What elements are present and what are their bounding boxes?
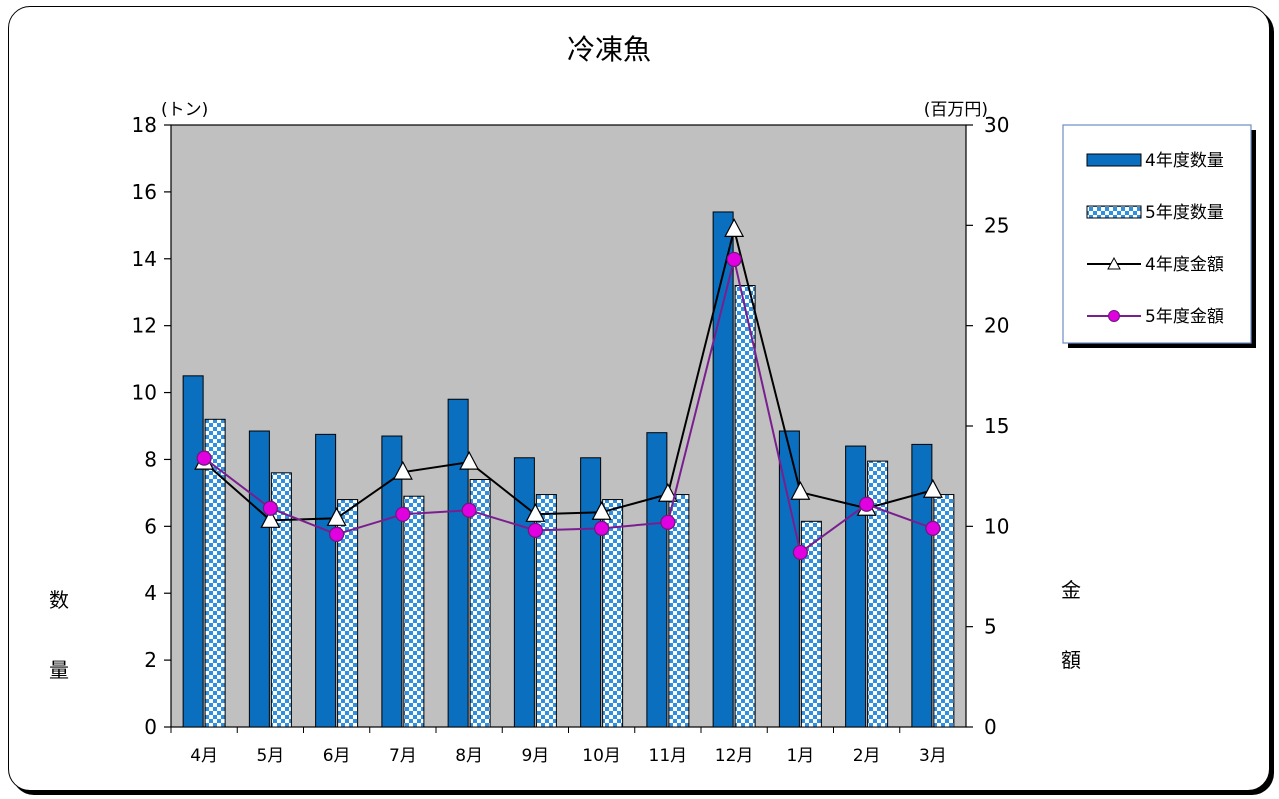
bar-5年度数量 <box>734 285 756 728</box>
bar-4年度数量 <box>513 457 535 728</box>
marker-4年度金額 <box>392 460 413 480</box>
y-left-tick-label: 4 <box>144 581 157 605</box>
marker-5年度金額 <box>792 544 808 561</box>
x-tick-label: 8月 <box>455 746 483 766</box>
legend-label-5年度金額: 5年度金額 <box>1145 307 1224 327</box>
legend-marker-4年度金額 <box>1107 256 1121 270</box>
bar-5年度数量 <box>469 479 491 728</box>
legend-label-5年度数量: 5年度数量 <box>1145 203 1224 223</box>
bar-4年度数量 <box>911 443 933 728</box>
chart-frame: 冷凍魚 0 2 4 6 8 10 12 14 16 18 0 5 10 15 20 25 30 (トン) (百万円)… <box>8 6 1270 791</box>
y-left-tick-label: 6 <box>144 514 157 538</box>
marker-4年度金額 <box>657 482 678 502</box>
x-tick-label: 4月 <box>190 746 218 766</box>
y-left-tick-label: 8 <box>144 447 157 471</box>
chart-svg: 冷凍魚 0 2 4 6 8 10 12 14 16 18 0 5 10 15 20 25 30 (トン) (百万円)… <box>49 33 1256 766</box>
bar-4年度数量 <box>712 211 734 728</box>
legend-swatch-5年度数量 <box>1086 205 1142 219</box>
y-left-tick-label: 0 <box>144 715 157 739</box>
plot-background <box>170 124 967 728</box>
marker-4年度金額 <box>260 509 281 528</box>
y-left-tick-label: 16 <box>132 180 157 204</box>
x-tick-label: 6月 <box>323 746 351 766</box>
y-right-tick-label: 10 <box>984 514 1009 538</box>
bar-5年度数量 <box>867 460 889 728</box>
legend-label-4年度数量: 4年度数量 <box>1145 151 1224 171</box>
legend-swatch-4年度数量 <box>1086 153 1142 167</box>
bar-4年度数量 <box>182 375 204 728</box>
bar-4年度数量 <box>778 430 800 728</box>
marker-5年度金額 <box>594 520 610 536</box>
x-tick-label: 11月 <box>649 746 688 766</box>
y-left-tick-label: 14 <box>132 247 157 271</box>
bar-4年度数量 <box>248 430 270 728</box>
bar-4年度数量 <box>447 398 469 728</box>
bar-4年度数量 <box>845 445 867 728</box>
marker-5年度金額 <box>262 500 278 516</box>
x-tick-label: 7月 <box>389 746 417 766</box>
marker-5年度金額 <box>660 514 676 530</box>
y-left-tick-label: 10 <box>132 381 157 405</box>
bar-4年度数量 <box>580 457 602 728</box>
plot-area: 0 2 4 6 8 10 12 14 16 18 0 5 10 15 20 25 30 (トン) (百万円) 数量 金額… <box>49 100 1081 766</box>
x-tick-label: 5月 <box>256 746 284 766</box>
bar-4年度数量 <box>646 432 668 728</box>
bar-5年度数量 <box>535 494 557 728</box>
marker-5年度金額 <box>329 526 345 542</box>
y-right-tick-label: 20 <box>984 314 1009 338</box>
marker-4年度金額 <box>724 218 745 237</box>
y-right-tick-label: 0 <box>984 715 997 739</box>
x-tick-label: 10月 <box>582 746 621 766</box>
bar-5年度数量 <box>204 418 226 728</box>
y-right-tick-label: 5 <box>984 615 997 639</box>
y-left-tick-label: 2 <box>144 648 157 672</box>
y-right-tick-label: 30 <box>984 113 1009 137</box>
marker-4年度金額 <box>922 478 943 498</box>
marker-5年度金額 <box>461 502 477 518</box>
y-right-axis-label: 金 <box>1061 578 1081 602</box>
bar-5年度数量 <box>933 494 955 728</box>
line-4年度金額 <box>203 229 934 522</box>
x-tick-label: 9月 <box>521 746 549 766</box>
line-5年度金額 <box>203 259 934 555</box>
bar-4年度数量 <box>381 435 403 728</box>
legend: 4年度数量 5年度数量 4年度金額 5年度金額 <box>1062 124 1256 348</box>
bar-5年度数量 <box>800 520 822 728</box>
y-left-unit: (トン) <box>161 100 208 120</box>
y-left-tick-label: 18 <box>132 113 157 137</box>
x-tick-label: 1月 <box>786 746 814 766</box>
marker-4年度金額 <box>525 503 546 522</box>
y-right-tick-label: 15 <box>984 414 1009 438</box>
marker-4年度金額 <box>459 450 480 470</box>
marker-4年度金額 <box>790 480 811 500</box>
marker-5年度金額 <box>859 496 875 512</box>
marker-5年度金額 <box>196 450 212 466</box>
x-tick-label: 2月 <box>853 746 881 766</box>
marker-4年度金額 <box>326 507 347 526</box>
legend-marker-5年度金額 <box>1108 310 1120 322</box>
marker-5年度金額 <box>395 506 411 522</box>
y-left-axis-label: 数 <box>49 588 69 612</box>
legend-label-4年度金額: 4年度金額 <box>1145 255 1224 275</box>
x-tick-label: 12月 <box>715 746 754 766</box>
marker-5年度金額 <box>527 522 543 538</box>
marker-5年度金額 <box>925 520 941 536</box>
bar-5年度数量 <box>403 495 425 728</box>
marker-4年度金額 <box>591 501 612 520</box>
chart-title: 冷凍魚 <box>567 33 651 66</box>
bar-5年度数量 <box>602 499 624 728</box>
y-right-tick-label: 25 <box>984 213 1009 237</box>
y-right-unit: (百万円) <box>924 100 988 120</box>
y-right-axis-label: 額 <box>1061 648 1081 672</box>
y-left-tick-label: 12 <box>132 314 157 338</box>
marker-5年度金額 <box>726 251 742 268</box>
bar-5年度数量 <box>270 472 292 728</box>
y-left-axis-label: 量 <box>49 658 69 682</box>
bar-5年度数量 <box>337 499 359 728</box>
bar-4年度数量 <box>315 433 337 728</box>
bar-5年度数量 <box>668 494 690 728</box>
x-tick-label: 3月 <box>919 746 947 766</box>
